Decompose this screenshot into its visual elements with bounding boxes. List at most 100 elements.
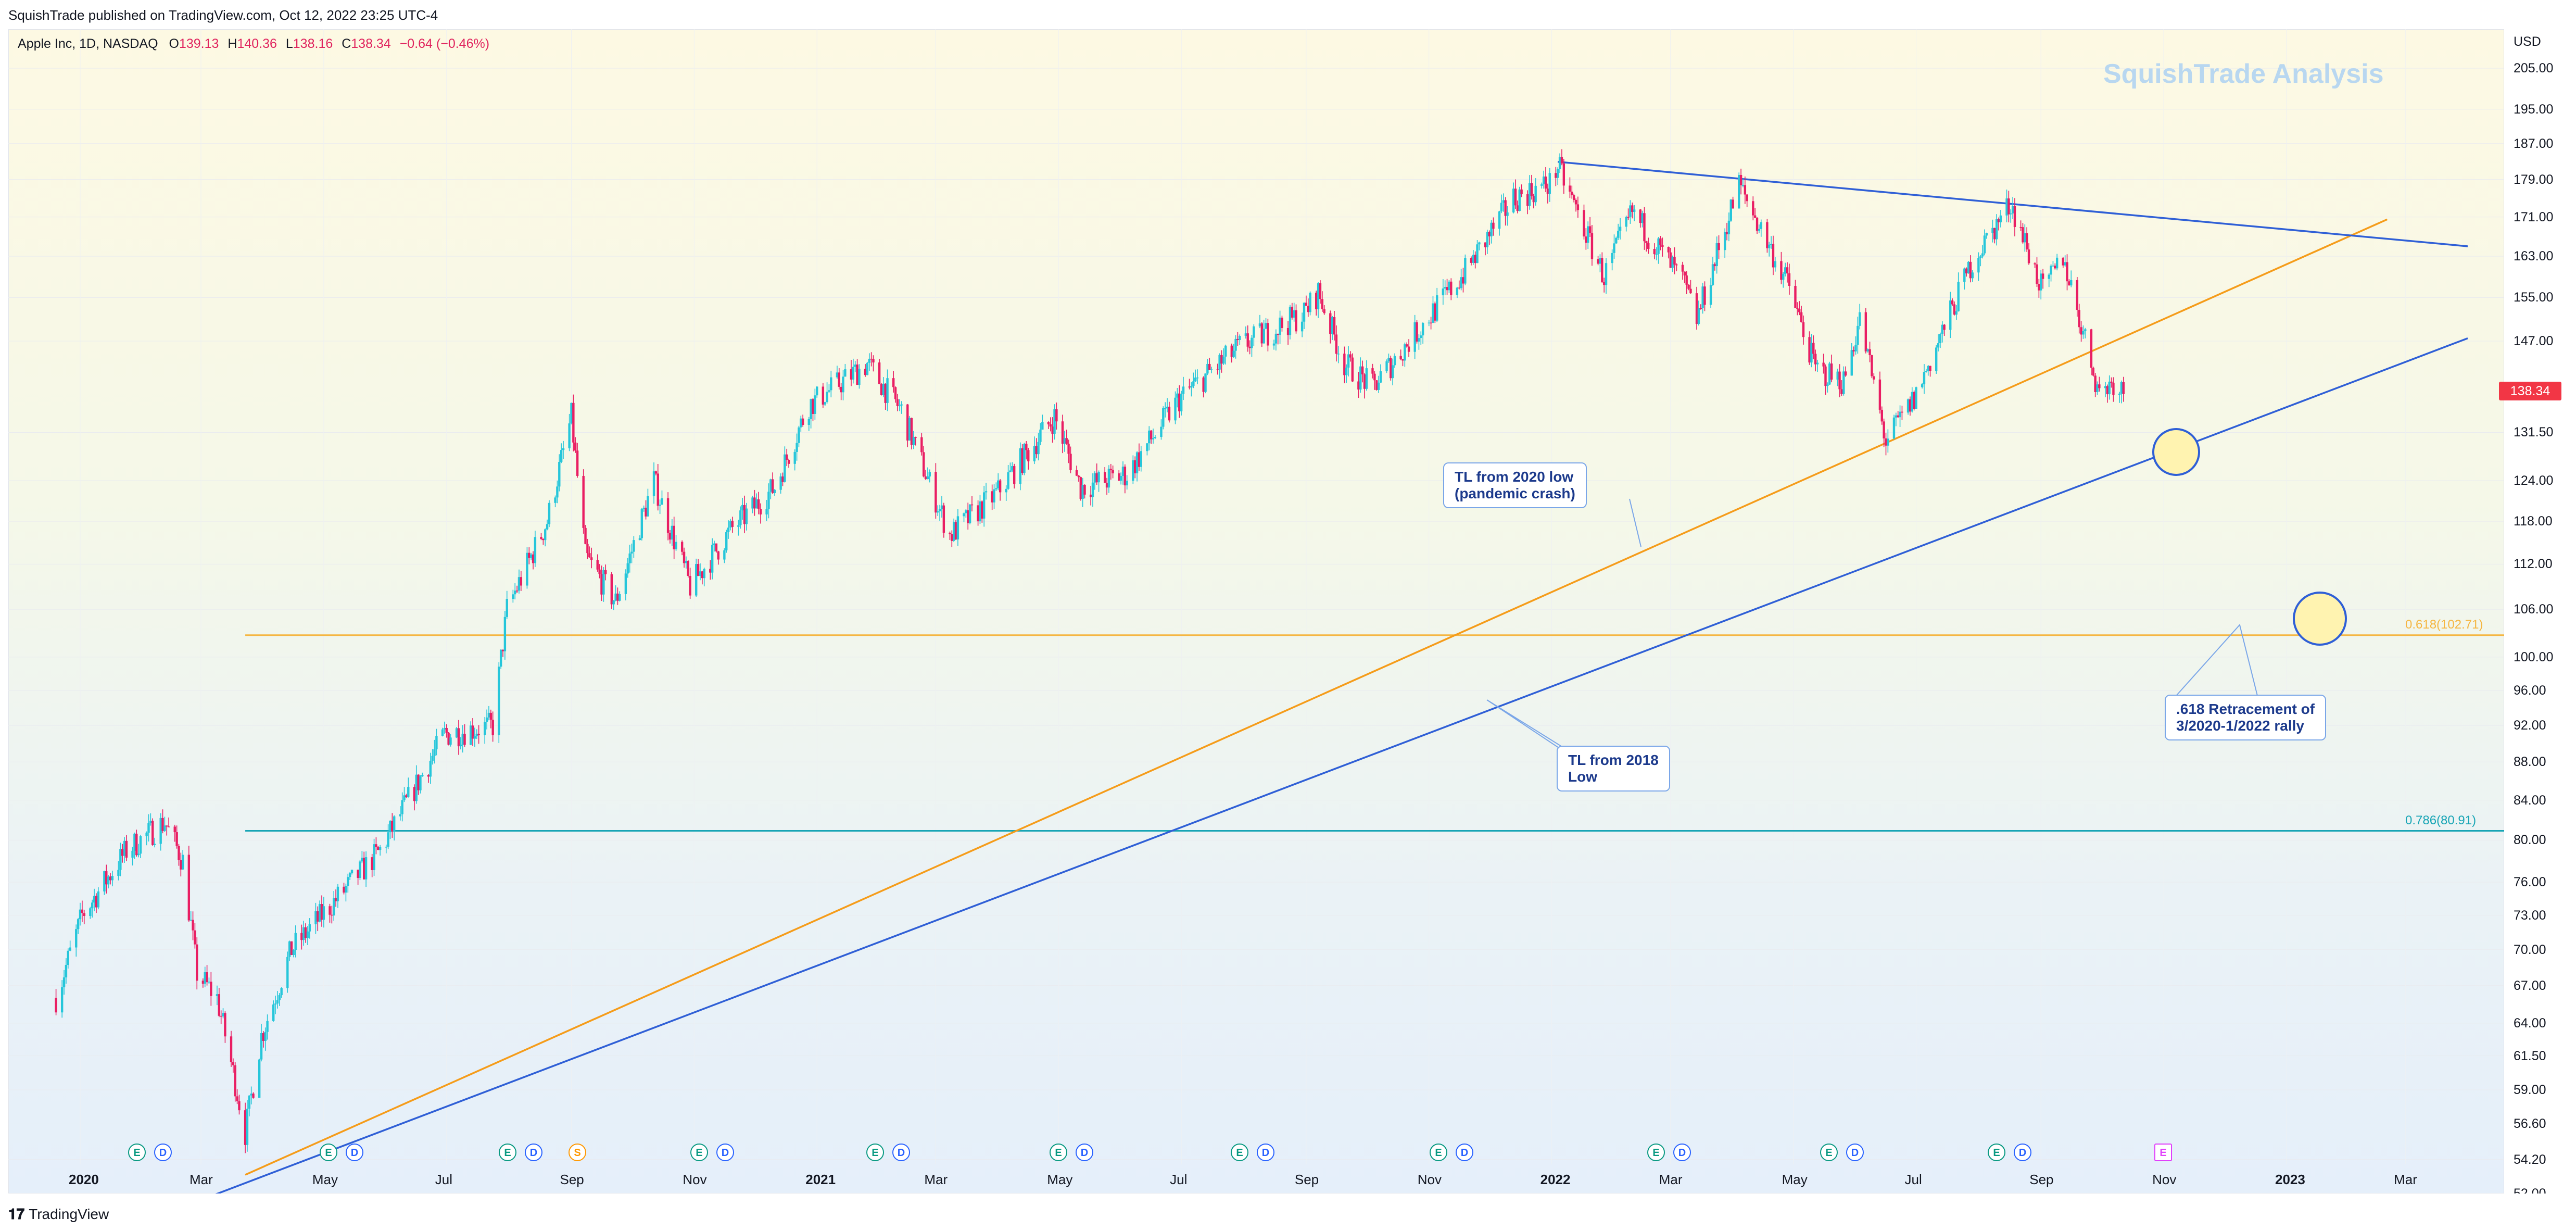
event-marker-dividend[interactable]: D (1846, 1144, 1864, 1161)
candle-body (695, 564, 698, 596)
callout-tl-2018[interactable]: TL from 2018 Low (1557, 746, 1670, 792)
event-marker-earnings[interactable]: E (499, 1144, 516, 1161)
analysis-watermark: SquishTrade Analysis (2103, 59, 2384, 89)
candle-body (2062, 257, 2064, 266)
candle-body (1951, 300, 1954, 305)
candle-body (1997, 219, 2000, 222)
time-tick-label: Mar (2394, 1172, 2417, 1187)
candle-body (968, 504, 971, 523)
legend-low: 138.16 (293, 36, 333, 51)
event-marker-earnings[interactable]: E (1231, 1144, 1248, 1161)
candle-body (1391, 365, 1394, 379)
candle-body (1220, 355, 1223, 364)
highlight-circle-fib[interactable] (2293, 592, 2347, 646)
event-marker-earnings[interactable]: E (690, 1144, 708, 1161)
trendline-1[interactable] (196, 337, 2468, 1202)
candle-body (190, 920, 192, 921)
event-marker-earnings[interactable]: E (1647, 1144, 1665, 1161)
candle-body (347, 877, 349, 886)
event-marker-dividend[interactable]: D (1257, 1144, 1274, 1161)
candle-body (2038, 284, 2040, 291)
event-marker-earnings[interactable]: E (1820, 1144, 1838, 1161)
time-tick-label: Jul (435, 1172, 452, 1187)
candle-body (680, 542, 684, 552)
candle-body (514, 591, 516, 595)
time-axis[interactable] (0, 1164, 2504, 1194)
candle-body (1729, 199, 1732, 221)
event-marker-dividend[interactable]: D (1673, 1144, 1691, 1161)
candle-body (2096, 384, 2099, 392)
candle-body (1629, 205, 1632, 217)
candle-body (167, 826, 170, 827)
candle-body (173, 826, 176, 833)
candle-body (1659, 238, 1662, 245)
candle-body (2024, 233, 2026, 243)
event-marker-earnings[interactable]: E (128, 1144, 146, 1161)
candle-body (1627, 217, 1630, 218)
candle-body (830, 377, 832, 391)
candle-body (584, 527, 587, 544)
event-marker-dividend[interactable]: D (716, 1144, 734, 1161)
candle-body (1540, 184, 1543, 186)
candle-body (1305, 303, 1308, 306)
candle-body (208, 982, 210, 983)
candle-body (1168, 406, 1171, 421)
event-marker-dividend[interactable]: D (892, 1144, 910, 1161)
price-tick-label: 106.00 (2514, 602, 2554, 617)
candle-body (642, 507, 645, 509)
candle-body (1375, 380, 1378, 390)
event-marker-earnings[interactable]: E (320, 1144, 337, 1161)
event-marker-dividend[interactable]: D (346, 1144, 363, 1161)
highlight-circle-tl[interactable] (2152, 428, 2200, 476)
event-marker-earnings[interactable]: E (2154, 1144, 2172, 1161)
event-marker-earnings[interactable]: E (1988, 1144, 2005, 1161)
candle-body (97, 891, 100, 908)
candle-body (182, 855, 184, 870)
candle-body (854, 365, 856, 367)
event-marker-earnings[interactable]: E (1430, 1144, 1447, 1161)
trendline-0[interactable] (245, 218, 2388, 1176)
candle-body (2010, 213, 2012, 215)
candle-body (501, 649, 504, 651)
candle-body (421, 775, 424, 776)
candle-body (872, 359, 875, 363)
candle-body (753, 497, 756, 509)
event-marker-earnings[interactable]: E (1050, 1144, 1067, 1161)
candle-body (1239, 335, 1241, 341)
candle-body (1772, 244, 1775, 268)
event-marker-dividend[interactable]: D (154, 1144, 172, 1161)
candle-body (544, 529, 547, 541)
event-marker-dividend[interactable]: D (1456, 1144, 1473, 1161)
candle-body (1810, 343, 1813, 363)
candle-body (1927, 366, 1929, 371)
price-axis[interactable] (2504, 29, 2576, 1194)
candle-body (1272, 343, 1276, 346)
candle-body (1079, 477, 1082, 499)
candle-body (1597, 259, 1599, 264)
callout-fib-618[interactable]: .618 Retracement of 3/2020-1/2022 rally (2165, 695, 2327, 740)
callout-pointer-tl-2018 (1486, 699, 1568, 750)
candle-body (1744, 185, 1747, 195)
callout-tl-2018-line2: Low (1568, 769, 1597, 785)
candle-body (1800, 312, 1803, 322)
candle-body (1488, 232, 1491, 236)
callout-tl-2020[interactable]: TL from 2020 low (pandemic crash) (1443, 462, 1587, 508)
candle-body (1135, 452, 1139, 473)
candle-body (1401, 359, 1404, 361)
tradingview-logo[interactable]: 𝟏𝟕 TradingView (8, 1206, 109, 1223)
candle-body (1246, 333, 1249, 347)
callout-fib-618-line1: .618 Retracement of (2176, 701, 2315, 717)
event-marker-split[interactable]: S (569, 1144, 586, 1161)
candle-body (1718, 243, 1720, 250)
candle-body (121, 849, 124, 856)
event-marker-dividend[interactable]: D (1076, 1144, 1093, 1161)
candle-body (1216, 369, 1219, 370)
candle-body (1518, 189, 1521, 211)
candle-body (1274, 333, 1278, 344)
event-marker-earnings[interactable]: E (866, 1144, 884, 1161)
event-marker-dividend[interactable]: D (2014, 1144, 2031, 1161)
chart-plot-area[interactable] (8, 29, 2504, 1194)
candle-body (1836, 371, 1839, 380)
event-marker-dividend[interactable]: D (525, 1144, 542, 1161)
